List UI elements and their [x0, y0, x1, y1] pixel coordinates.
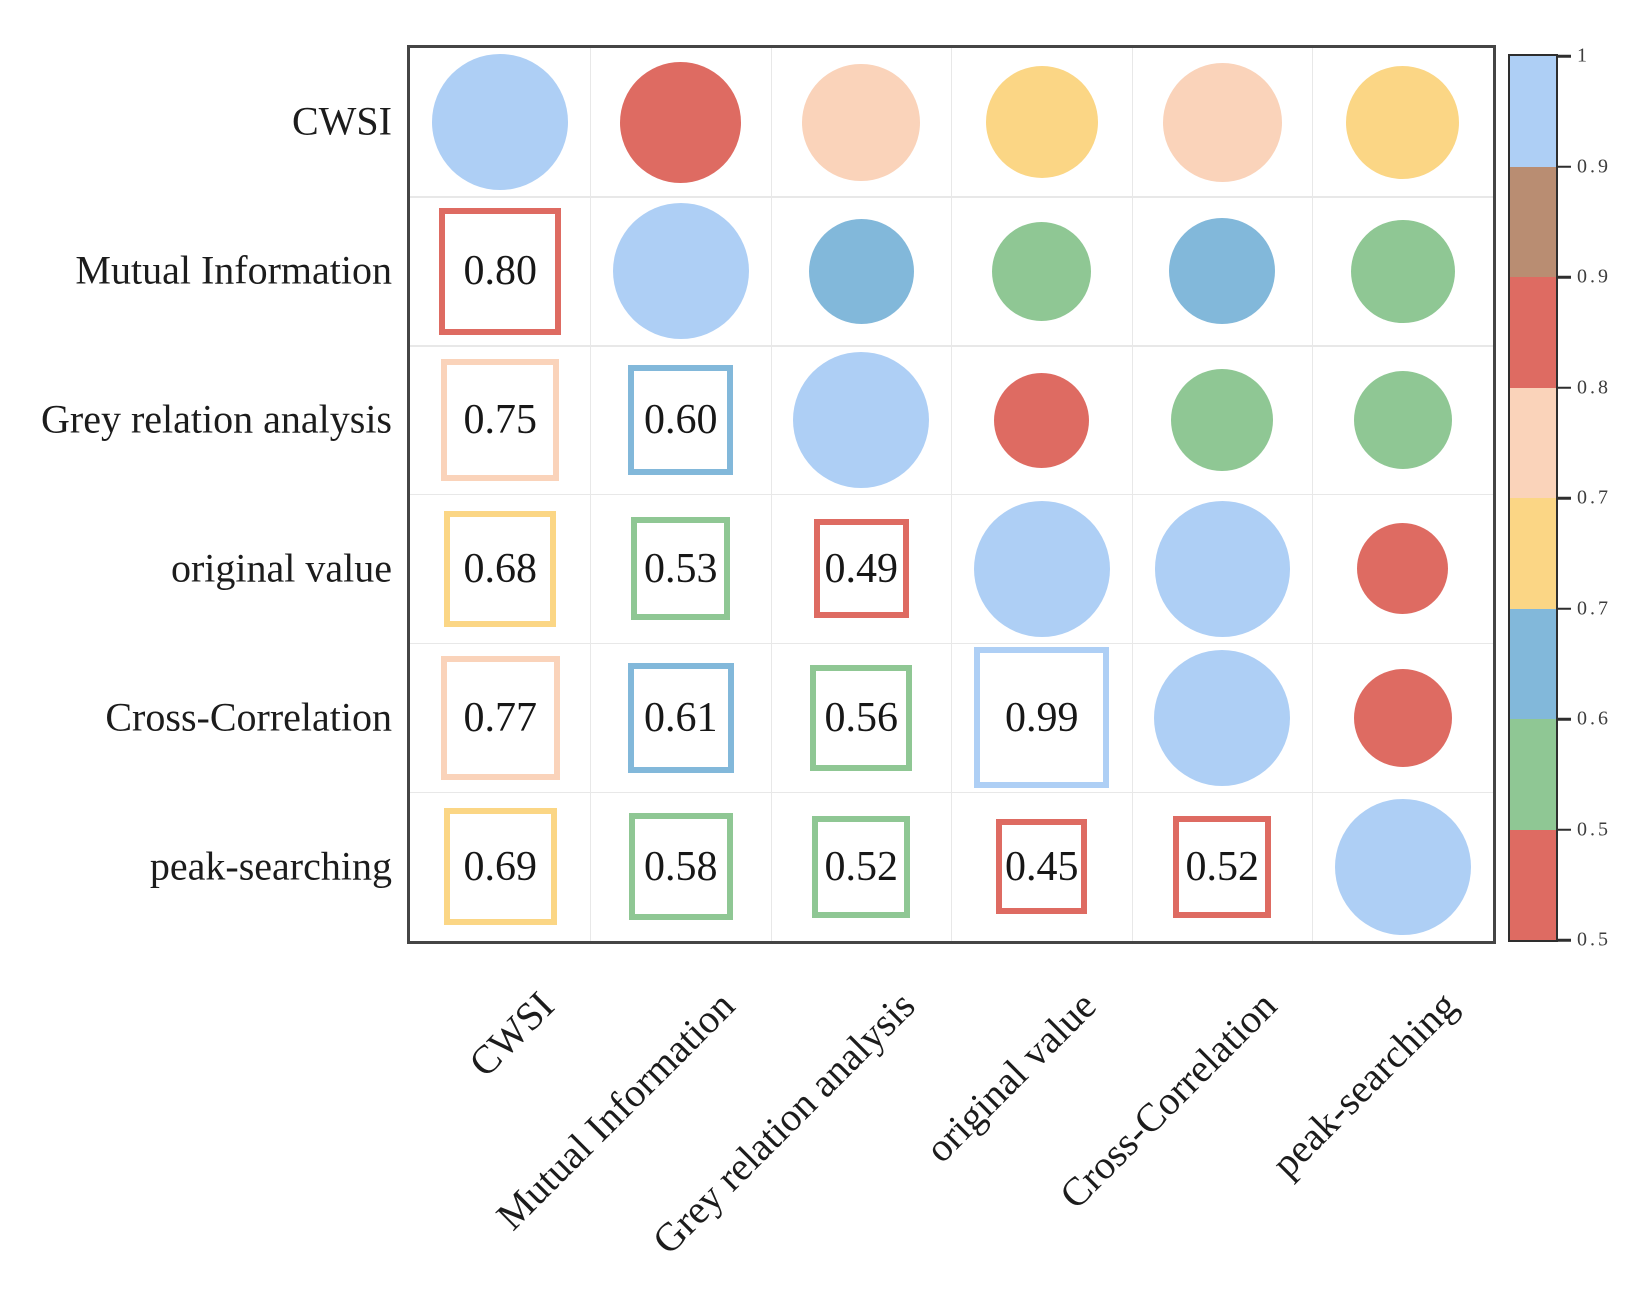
matrix-diagonal-circle — [1154, 649, 1291, 786]
grid-line-horizontal — [410, 494, 1493, 496]
colorbar-tick — [1558, 496, 1571, 500]
colorbar-tick — [1558, 165, 1571, 168]
matrix-diagonal-circle — [612, 203, 749, 340]
colorbar-tick — [1558, 54, 1571, 58]
row-label: Mutual Information — [75, 247, 392, 293]
colorbar-tick — [1558, 938, 1571, 942]
colorbar-segment — [1510, 56, 1556, 167]
matrix-diagonal-circle — [793, 352, 930, 489]
matrix-cell-square: 0.75 — [441, 358, 560, 482]
colorbar — [1508, 54, 1558, 942]
grid-line-horizontal — [410, 791, 1493, 794]
row-label: CWSI — [292, 98, 392, 144]
matrix-cell-value: 0.77 — [463, 694, 537, 741]
colorbar-tick-label: 0.5 — [1577, 928, 1611, 951]
matrix-cell-circle — [994, 372, 1090, 468]
colorbar-tick — [1558, 607, 1571, 610]
colorbar-tick-label: 0.7 — [1577, 486, 1611, 509]
colorbar-segment — [1510, 829, 1556, 940]
matrix-cell-value: 0.56 — [824, 694, 899, 741]
row-label: peak-searching — [149, 843, 392, 889]
matrix-cell-value: 0.99 — [1004, 694, 1079, 741]
grid-line-vertical — [1131, 48, 1133, 941]
colorbar-segment — [1510, 277, 1556, 388]
col-label: peak-searching — [1262, 982, 1466, 1186]
matrix-cell-circle — [808, 218, 914, 324]
matrix-cell-value: 0.52 — [824, 843, 898, 890]
matrix-cell-circle — [619, 61, 742, 184]
matrix-cell-square: 0.99 — [974, 647, 1110, 789]
colorbar-segment — [1510, 498, 1556, 609]
matrix-cell-value: 0.45 — [1004, 843, 1079, 890]
matrix-cell-value: 0.75 — [463, 397, 538, 444]
colorbar-segment — [1510, 166, 1556, 277]
matrix-cell-circle — [1351, 219, 1455, 324]
matrix-cell-square: 0.69 — [443, 807, 557, 926]
colorbar-tick — [1558, 275, 1571, 279]
matrix-cell-circle — [992, 221, 1092, 321]
grid-line-horizontal — [410, 642, 1493, 645]
matrix-cell-value: 0.53 — [643, 545, 718, 592]
colorbar-tick-label: 1 — [1577, 44, 1590, 67]
matrix-cell-value: 0.49 — [824, 545, 898, 592]
matrix-cell-square: 0.68 — [444, 510, 557, 628]
colorbar-segment — [1510, 608, 1556, 719]
matrix-cell-square: 0.56 — [810, 664, 913, 771]
matrix-cell-circle — [802, 63, 921, 182]
grid-line-vertical — [1312, 48, 1314, 941]
matrix-cell-value: 0.61 — [643, 694, 718, 741]
matrix-cell-square: 0.53 — [631, 517, 731, 621]
colorbar-tick — [1558, 717, 1571, 721]
colorbar-segment — [1510, 719, 1556, 830]
matrix-cell-square: 0.52 — [1173, 815, 1272, 918]
matrix-cell-circle — [1162, 62, 1282, 182]
matrix-cell-circle — [985, 66, 1098, 179]
matrix-cell-value: 0.80 — [463, 248, 537, 295]
matrix-cell-square: 0.49 — [813, 519, 909, 619]
colorbar-tick — [1558, 386, 1571, 389]
colorbar-segment — [1510, 387, 1556, 498]
row-label: Cross-Correlation — [105, 694, 392, 740]
colorbar-tick-label: 0.6 — [1577, 707, 1611, 730]
matrix-diagonal-circle — [973, 500, 1110, 637]
matrix-cell-value: 0.60 — [643, 397, 718, 444]
colorbar-tick — [1558, 828, 1571, 831]
colorbar-tick-label: 0.5 — [1577, 818, 1611, 840]
colorbar-tick-label: 0.9 — [1577, 155, 1611, 177]
colorbar-tick-label: 0.8 — [1577, 376, 1611, 398]
row-label: Grey relation analysis — [41, 396, 392, 442]
matrix-cell-square: 0.52 — [812, 815, 911, 918]
matrix-cell-value: 0.58 — [644, 843, 718, 890]
matrix-cell-circle — [1353, 668, 1452, 767]
correlation-matrix-plot: 0.80 0.75 0.60 0.68 0.53 0.49 0.77 0.61 0.56 0.99… — [407, 45, 1496, 944]
col-label: CWSI — [460, 982, 563, 1086]
matrix-diagonal-circle — [432, 54, 569, 191]
matrix-cell-circle — [1357, 523, 1449, 615]
matrix-cell-square: 0.45 — [996, 819, 1088, 914]
colorbar-tick-label: 0.9 — [1577, 265, 1611, 288]
matrix-cell-circle — [1169, 218, 1276, 325]
matrix-cell-circle — [1353, 371, 1452, 470]
matrix-diagonal-circle — [1334, 798, 1471, 935]
matrix-cell-square: 0.58 — [629, 812, 733, 921]
matrix-cell-value: 0.68 — [463, 545, 537, 592]
matrix-cell-circle — [1154, 501, 1290, 637]
row-label: original value — [170, 545, 392, 591]
col-label: original value — [916, 982, 1105, 1171]
matrix-cell-square: 0.77 — [440, 655, 560, 780]
matrix-cell-circle — [1171, 369, 1274, 471]
matrix-cell-circle — [1346, 65, 1460, 179]
matrix-cell-square: 0.61 — [627, 662, 734, 773]
matrix-cell-value: 0.69 — [463, 843, 538, 890]
matrix-cell-value: 0.52 — [1185, 843, 1259, 890]
colorbar-tick-label: 0.7 — [1577, 597, 1611, 619]
matrix-cell-square: 0.80 — [439, 208, 561, 335]
matrix-cell-square: 0.60 — [628, 365, 734, 475]
